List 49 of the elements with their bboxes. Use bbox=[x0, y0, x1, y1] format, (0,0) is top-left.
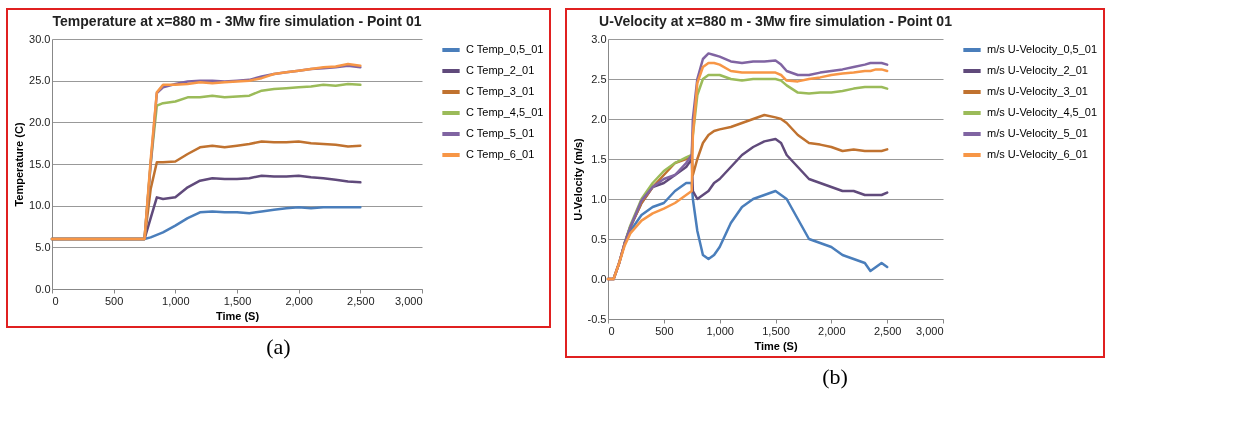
x-tick-label: 2,000 bbox=[818, 324, 846, 337]
x-tick-label: 3,000 bbox=[915, 324, 944, 337]
y-tick-label: 1.5 bbox=[591, 152, 607, 165]
x-tick-label: 1,000 bbox=[706, 324, 734, 337]
x-tick-label: 2,000 bbox=[285, 294, 313, 307]
x-tick-label: 1,500 bbox=[223, 294, 252, 307]
y-tick-label: 0.0 bbox=[35, 282, 51, 295]
x-tick-label: 500 bbox=[655, 324, 674, 337]
text: (a) bbox=[266, 334, 291, 360]
legend-label: C Temp_2_01 bbox=[466, 64, 535, 76]
chart-title: U-Velocity at x=880 m - 3Mw fire simulation - Point 01 bbox=[599, 13, 953, 29]
y-axis-title: Temperature (C) bbox=[13, 122, 26, 207]
y-tick-label: 1.0 bbox=[591, 192, 607, 205]
y-tick-label: 2.5 bbox=[591, 72, 607, 85]
y-tick-label: 5.0 bbox=[35, 240, 51, 253]
y-tick-label: 20.0 bbox=[29, 115, 51, 128]
x-axis-title: Time (S) bbox=[754, 339, 798, 352]
legend-label: m/s U-Velocity_5_01 bbox=[987, 127, 1088, 139]
y-tick-label: 2.0 bbox=[591, 112, 607, 125]
legend-label: C Temp_6_01 bbox=[466, 148, 535, 160]
legend-label: C Temp_0,5_01 bbox=[466, 43, 544, 55]
x-tick-label: 0 bbox=[608, 324, 615, 337]
legend-label: m/s U-Velocity_6_01 bbox=[987, 148, 1088, 160]
legend-label: C Temp_5_01 bbox=[466, 127, 535, 139]
x-tick-label: 1,500 bbox=[762, 324, 790, 337]
x-tick-label: 1,000 bbox=[162, 294, 190, 307]
x-tick-label: 0 bbox=[52, 294, 59, 307]
chart-title: Temperature at x=880 m - 3Mw fire simulation - Point 01 bbox=[52, 13, 422, 29]
legend-label: m/s U-Velocity_0,5_01 bbox=[987, 43, 1098, 55]
text: (b) bbox=[822, 364, 848, 390]
y-tick-label: 25.0 bbox=[29, 74, 51, 87]
y-tick-label: 3.0 bbox=[591, 32, 607, 45]
y-tick-label: 0.0 bbox=[591, 272, 607, 285]
y-tick-label: 10.0 bbox=[29, 199, 51, 212]
y-tick-label: 30.0 bbox=[29, 32, 51, 45]
x-tick-label: 3,000 bbox=[394, 294, 423, 307]
x-tick-label: 2,500 bbox=[873, 324, 902, 337]
legend-label: m/s U-Velocity_4,5_01 bbox=[987, 106, 1098, 118]
x-tick-label: 2,500 bbox=[347, 294, 375, 307]
x-axis-title: Time (S) bbox=[215, 309, 260, 322]
legend-label: C Temp_4,5_01 bbox=[466, 106, 544, 118]
legend-label: C Temp_3_01 bbox=[466, 85, 535, 97]
y-axis-title: U-Velocity (m/s) bbox=[571, 137, 584, 221]
legend-label: m/s U-Velocity_3_01 bbox=[987, 85, 1088, 97]
y-tick-label: 0.5 bbox=[591, 232, 607, 245]
y-tick-label: -0.5 bbox=[587, 312, 607, 325]
y-tick-label: 15.0 bbox=[29, 157, 51, 170]
x-tick-label: 500 bbox=[104, 294, 124, 307]
legend-label: m/s U-Velocity_2_01 bbox=[987, 64, 1088, 76]
